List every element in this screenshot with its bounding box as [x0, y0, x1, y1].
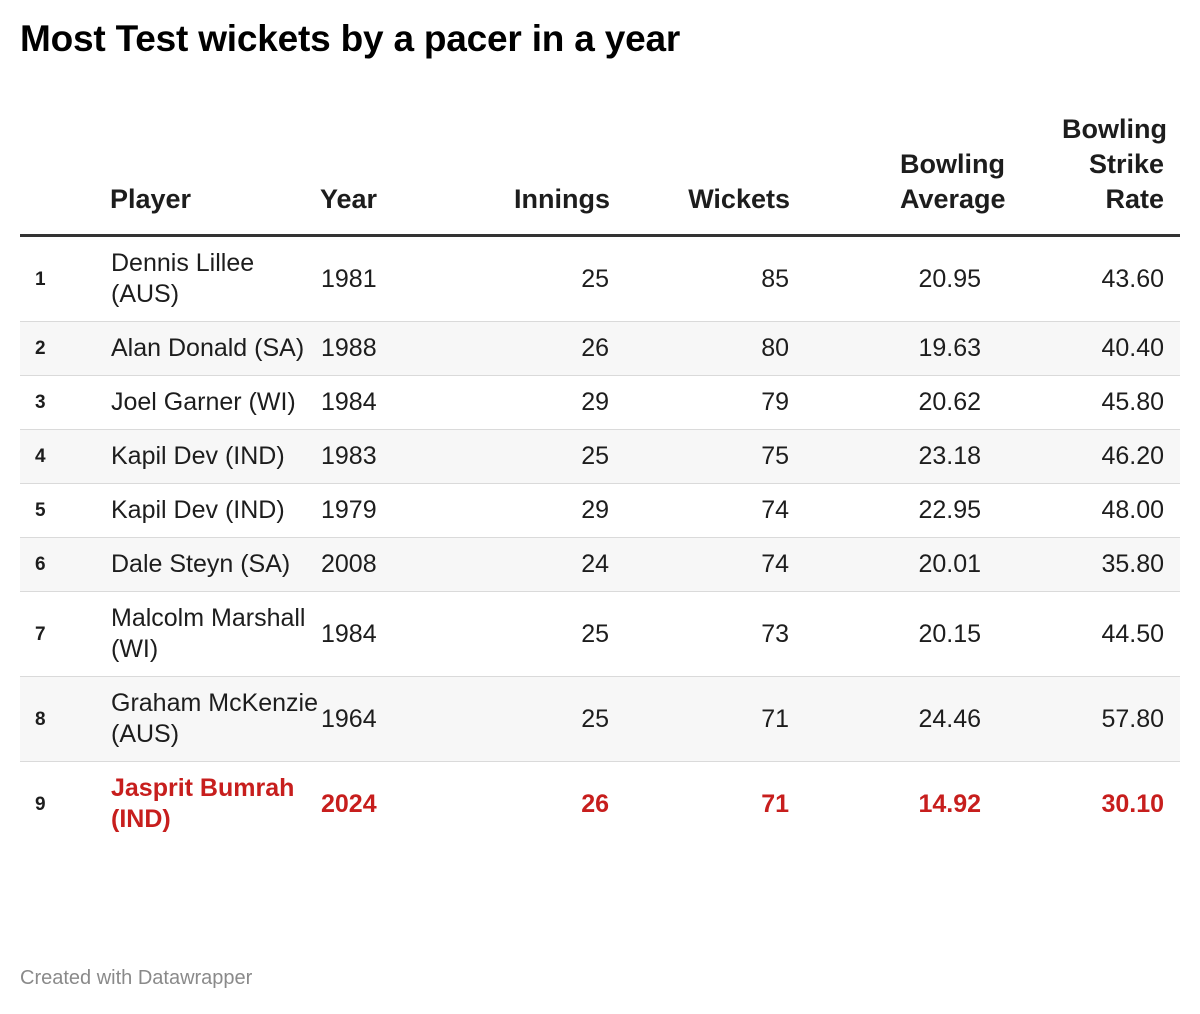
player-cell: Alan Donald (SA) — [110, 321, 320, 376]
header-player[interactable]: Player — [110, 112, 320, 237]
bowling-average-cell: 14.92 — [918, 789, 981, 818]
year-cell: 1964 — [320, 676, 445, 762]
wickets-cell: 71 — [761, 789, 789, 818]
year-cell: 1988 — [320, 321, 445, 376]
player-cell: Joel Garner (WI) — [110, 375, 320, 430]
player-cell: Dale Steyn (SA) — [110, 537, 320, 592]
wickets-table: Player Year Innings Wickets Bowling Aver… — [20, 112, 1180, 856]
bowling-average-cell: 20.01 — [790, 537, 982, 592]
table-row: 3 Joel Garner (WI) 1984 29 79 20.62 45.80 — [20, 375, 1180, 430]
innings-cell: 24 — [445, 537, 610, 592]
table-row: 9 Jasprit Bumrah (IND) 2024 26 71 14.92 30.10 — [20, 762, 1180, 857]
header-bowling-strike-rate[interactable]: Bowling Strike Rate — [982, 112, 1180, 237]
innings-cell: 25 — [445, 591, 610, 677]
header-year[interactable]: Year — [320, 112, 445, 237]
innings-cell: 25 — [445, 235, 610, 322]
innings-cell: 26 — [445, 321, 610, 376]
rank-cell: 6 — [20, 537, 110, 592]
wickets-cell: 79 — [610, 375, 790, 430]
rank-cell: 1 — [20, 235, 110, 322]
rank-cell: 9 — [35, 793, 46, 815]
year-cell: 1983 — [320, 429, 445, 484]
header-rank[interactable] — [20, 112, 110, 237]
wickets-cell: 73 — [610, 591, 790, 677]
bowling-average-cell: 24.46 — [790, 676, 982, 762]
bowling-strike-rate-cell: 48.00 — [982, 483, 1180, 538]
wickets-cell: 71 — [610, 676, 790, 762]
bowling-strike-rate-cell: 46.20 — [982, 429, 1180, 484]
bowling-strike-rate-cell: 45.80 — [982, 375, 1180, 430]
year-cell: 2008 — [320, 537, 445, 592]
rank-cell: 4 — [20, 429, 110, 484]
wickets-cell: 85 — [610, 235, 790, 322]
table-row: 4 Kapil Dev (IND) 1983 25 75 23.18 46.20 — [20, 429, 1180, 484]
innings-cell: 26 — [581, 789, 609, 818]
year-cell: 1979 — [320, 483, 445, 538]
wickets-cell: 75 — [610, 429, 790, 484]
table-row: 2 Alan Donald (SA) 1988 26 80 19.63 40.40 — [20, 321, 1180, 376]
bowling-average-cell: 22.95 — [790, 483, 982, 538]
rank-cell: 2 — [20, 321, 110, 376]
bowling-average-cell: 20.62 — [790, 375, 982, 430]
bowling-strike-rate-cell: 44.50 — [982, 591, 1180, 677]
player-cell: Dennis Lillee (AUS) — [110, 235, 320, 322]
player-cell: Malcolm Marshall (WI) — [110, 591, 320, 677]
rank-cell: 7 — [20, 591, 110, 677]
rank-cell: 5 — [20, 483, 110, 538]
bowling-strike-rate-cell: 30.10 — [1101, 789, 1164, 818]
bowling-average-cell: 20.95 — [790, 235, 982, 322]
table-row: 8 Graham McKenzie (AUS) 1964 25 71 24.46 57.80 — [20, 676, 1180, 762]
bowling-average-cell: 20.15 — [790, 591, 982, 677]
innings-cell: 29 — [445, 375, 610, 430]
innings-cell: 25 — [445, 429, 610, 484]
year-cell: 2024 — [321, 789, 377, 818]
header-bowling-average[interactable]: Bowling Average — [790, 112, 1006, 237]
wickets-cell: 80 — [610, 321, 790, 376]
innings-cell: 25 — [445, 676, 610, 762]
year-cell: 1984 — [320, 591, 445, 677]
bowling-average-cell: 23.18 — [790, 429, 982, 484]
year-cell: 1981 — [320, 235, 445, 322]
table-row: 7 Malcolm Marshall (WI) 1984 25 73 20.15 44.50 — [20, 591, 1180, 677]
player-cell: Graham McKenzie (AUS) — [110, 676, 320, 762]
bowling-strike-rate-cell: 43.60 — [982, 235, 1180, 322]
player-cell: Jasprit Bumrah (IND) — [111, 774, 295, 833]
rank-cell: 3 — [20, 375, 110, 430]
table-row: 1 Dennis Lillee (AUS) 1981 25 85 20.95 43.60 — [20, 235, 1180, 322]
wickets-cell: 74 — [610, 483, 790, 538]
year-cell: 1984 — [320, 375, 445, 430]
player-cell: Kapil Dev (IND) — [110, 429, 320, 484]
header-innings[interactable]: Innings — [445, 112, 610, 237]
table-row: 6 Dale Steyn (SA) 2008 24 74 20.01 35.80 — [20, 537, 1180, 592]
header-wickets[interactable]: Wickets — [610, 112, 790, 237]
player-cell: Kapil Dev (IND) — [110, 483, 320, 538]
bowling-strike-rate-cell: 40.40 — [982, 321, 1180, 376]
bowling-strike-rate-cell: 57.80 — [982, 676, 1180, 762]
innings-cell: 29 — [445, 483, 610, 538]
bowling-strike-rate-cell: 35.80 — [982, 537, 1180, 592]
table-row: 5 Kapil Dev (IND) 1979 29 74 22.95 48.00 — [20, 483, 1180, 538]
bowling-average-cell: 19.63 — [790, 321, 982, 376]
header-row: Player Year Innings Wickets Bowling Aver… — [20, 112, 1180, 237]
footer-credit: Created with Datawrapper — [20, 967, 253, 989]
wickets-cell: 74 — [610, 537, 790, 592]
chart-title: Most Test wickets by a pacer in a year — [20, 18, 681, 59]
rank-cell: 8 — [20, 676, 110, 762]
